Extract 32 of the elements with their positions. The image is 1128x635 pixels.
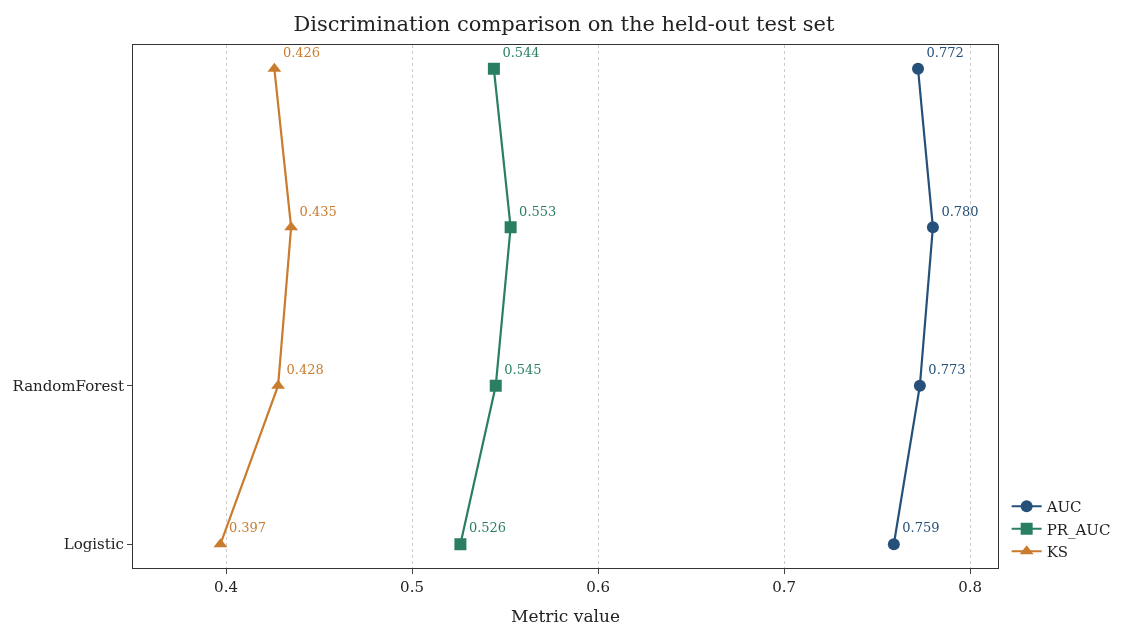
chart-title: Discrimination comparison on the held-out test set xyxy=(293,11,836,36)
point xyxy=(504,221,517,234)
data-label: 0.759 xyxy=(902,520,940,536)
data-label: 0.435 xyxy=(299,203,337,219)
data-label: 0.426 xyxy=(282,45,321,61)
legend-label: KS xyxy=(1046,543,1069,562)
legend-label: PR_AUC xyxy=(1046,520,1111,539)
data-label: 0.545 xyxy=(504,361,542,377)
data-label: 0.428 xyxy=(286,361,324,377)
x-tick-label: 0.5 xyxy=(400,578,424,596)
data-label: 0.773 xyxy=(928,361,966,377)
data-label: 0.397 xyxy=(228,520,267,536)
data-label: 0.553 xyxy=(519,203,557,219)
data-label: 0.780 xyxy=(941,203,979,219)
data-label: 0.526 xyxy=(468,520,507,536)
point xyxy=(926,221,939,234)
data-label: 0.772 xyxy=(926,45,964,61)
point xyxy=(887,538,900,551)
x-axis-title: Metric value xyxy=(511,606,620,627)
data-label: 0.544 xyxy=(502,45,540,61)
legend-label: AUC xyxy=(1045,498,1082,517)
point xyxy=(487,62,500,75)
x-tick-label: 0.8 xyxy=(958,578,983,596)
x-tick-label: 0.7 xyxy=(772,578,797,596)
point xyxy=(912,62,925,75)
point xyxy=(489,379,502,392)
point xyxy=(454,538,467,551)
x-tick-label: 0.4 xyxy=(214,578,238,596)
y-tick-label: RandomForest xyxy=(12,376,124,395)
x-tick-label: 0.6 xyxy=(586,578,610,596)
y-tick-label: Logistic xyxy=(63,535,124,554)
point xyxy=(913,379,926,392)
